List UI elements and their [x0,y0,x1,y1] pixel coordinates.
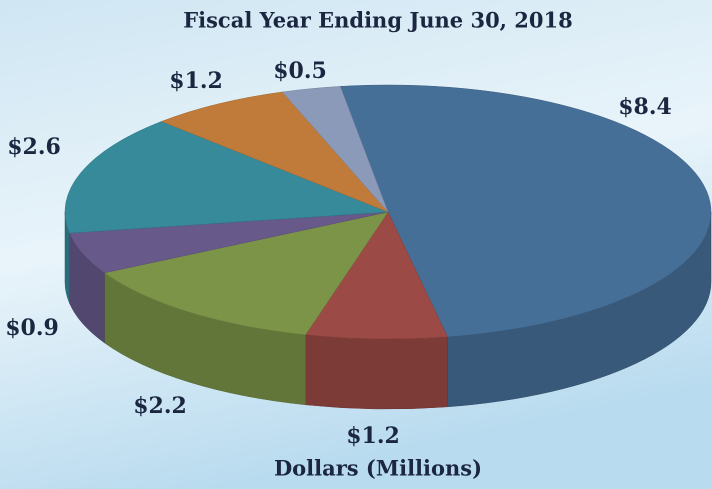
slice [64,121,389,234]
data-label: $2.6 [7,134,61,160]
slice [160,91,389,213]
slice [281,86,389,213]
slice-side [305,334,448,410]
slice [339,84,712,338]
slice [305,211,448,340]
data-label: $1.2 [169,68,223,94]
data-label: $2.2 [133,393,187,419]
data-label: $0.5 [273,58,327,84]
chart-subtitle: Dollars (Millions) [274,456,482,481]
slice [103,211,389,336]
chart-title: Fiscal Year Ending June 30, 2018 [183,8,573,33]
data-label: $1.2 [346,423,400,449]
data-label: $0.9 [5,315,59,341]
data-label: $8.4 [618,94,672,120]
